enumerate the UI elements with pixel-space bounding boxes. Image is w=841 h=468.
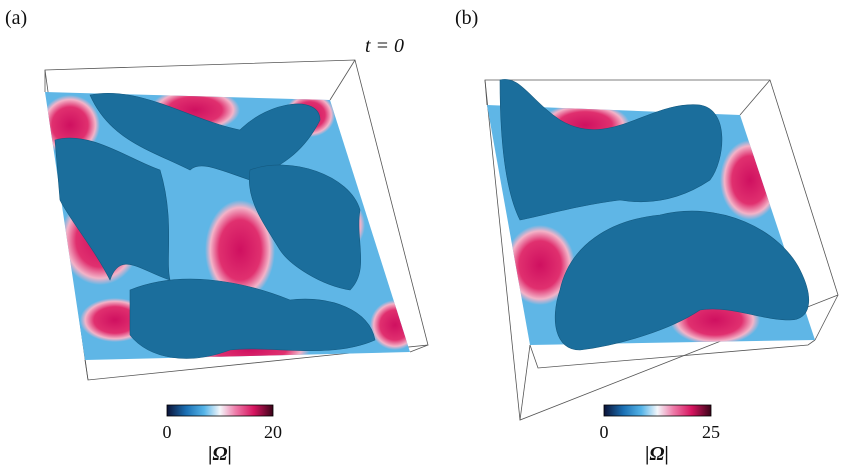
label: |Ω| bbox=[645, 443, 669, 465]
colorbar-a: 0 20 |Ω| bbox=[163, 404, 282, 465]
vorticity-patch bbox=[720, 140, 780, 220]
vorticity-patch bbox=[370, 300, 410, 350]
colorbar-b: 0 25 |Ω| bbox=[600, 404, 720, 465]
colorbar-gradient bbox=[166, 404, 274, 417]
box-frame bbox=[519, 344, 531, 421]
vortex-surface bbox=[248, 164, 362, 291]
box-frame bbox=[529, 339, 816, 369]
box-frame bbox=[739, 79, 771, 116]
box-frame bbox=[329, 59, 356, 101]
box-frame bbox=[84, 359, 89, 381]
panel-a: (a) t = 0 bbox=[5, 7, 429, 381]
label: 0 bbox=[600, 422, 609, 442]
panel-b: (b) bbox=[455, 7, 839, 421]
vortex-surface bbox=[129, 278, 376, 359]
vortex-surface bbox=[89, 93, 321, 181]
label: |Ω| bbox=[208, 443, 232, 465]
box-frame bbox=[484, 79, 839, 421]
colorbar-gradient bbox=[603, 404, 712, 417]
vorticity-patch bbox=[205, 200, 275, 300]
box-frame bbox=[484, 79, 488, 106]
vortex-surface bbox=[554, 210, 809, 351]
label: 20 bbox=[264, 422, 282, 442]
label: 0 bbox=[163, 422, 172, 442]
label: 25 bbox=[702, 422, 720, 442]
label: (a) bbox=[5, 7, 27, 29]
box-frame bbox=[409, 344, 429, 353]
vorticity-patch bbox=[505, 225, 575, 305]
box-frame bbox=[814, 294, 839, 341]
label: t = 0 bbox=[365, 35, 404, 57]
vortex-surface bbox=[499, 79, 723, 221]
label: (b) bbox=[455, 7, 478, 29]
